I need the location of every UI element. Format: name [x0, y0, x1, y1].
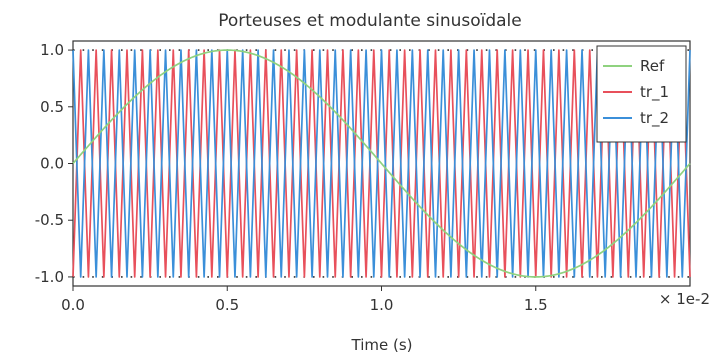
x-axis: 0.0 0.5 1.0 1.5: [61, 286, 548, 314]
series-line-tr_1: [72, 49, 691, 278]
y-tick-label: -1.0: [35, 268, 64, 286]
legend-label-Ref: Ref: [640, 57, 665, 75]
y-tick-label: 0.5: [40, 98, 64, 116]
series-line-Ref: [72, 49, 691, 278]
x-tick-label: 0.0: [61, 296, 85, 314]
x-axis-label: Time (s): [351, 336, 413, 354]
legend-box: [596, 45, 687, 143]
y-tick-label: 0.0: [40, 155, 64, 173]
series-layer: [72, 49, 691, 278]
chart-title: Porteuses et modulante sinusoïdale: [218, 11, 522, 31]
x-tick-label: 0.5: [215, 296, 239, 314]
legend-label-tr_2: tr_2: [640, 109, 669, 128]
legend: Ref tr_1 tr_2: [596, 45, 687, 143]
y-tick-label: 1.0: [40, 41, 64, 59]
series-line-tr_2: [72, 49, 691, 278]
legend-label-tr_1: tr_1: [640, 83, 669, 102]
x-tick-label: 1.5: [524, 296, 548, 314]
x-tick-label: 1.0: [370, 296, 394, 314]
y-axis: 1.0 0.5 0.0 -0.5 -1.0: [35, 41, 73, 286]
y-tick-label: -0.5: [35, 211, 64, 229]
x-scale-label: × 1e-2: [659, 290, 710, 308]
